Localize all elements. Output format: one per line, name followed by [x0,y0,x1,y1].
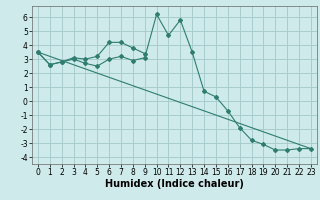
X-axis label: Humidex (Indice chaleur): Humidex (Indice chaleur) [105,179,244,189]
